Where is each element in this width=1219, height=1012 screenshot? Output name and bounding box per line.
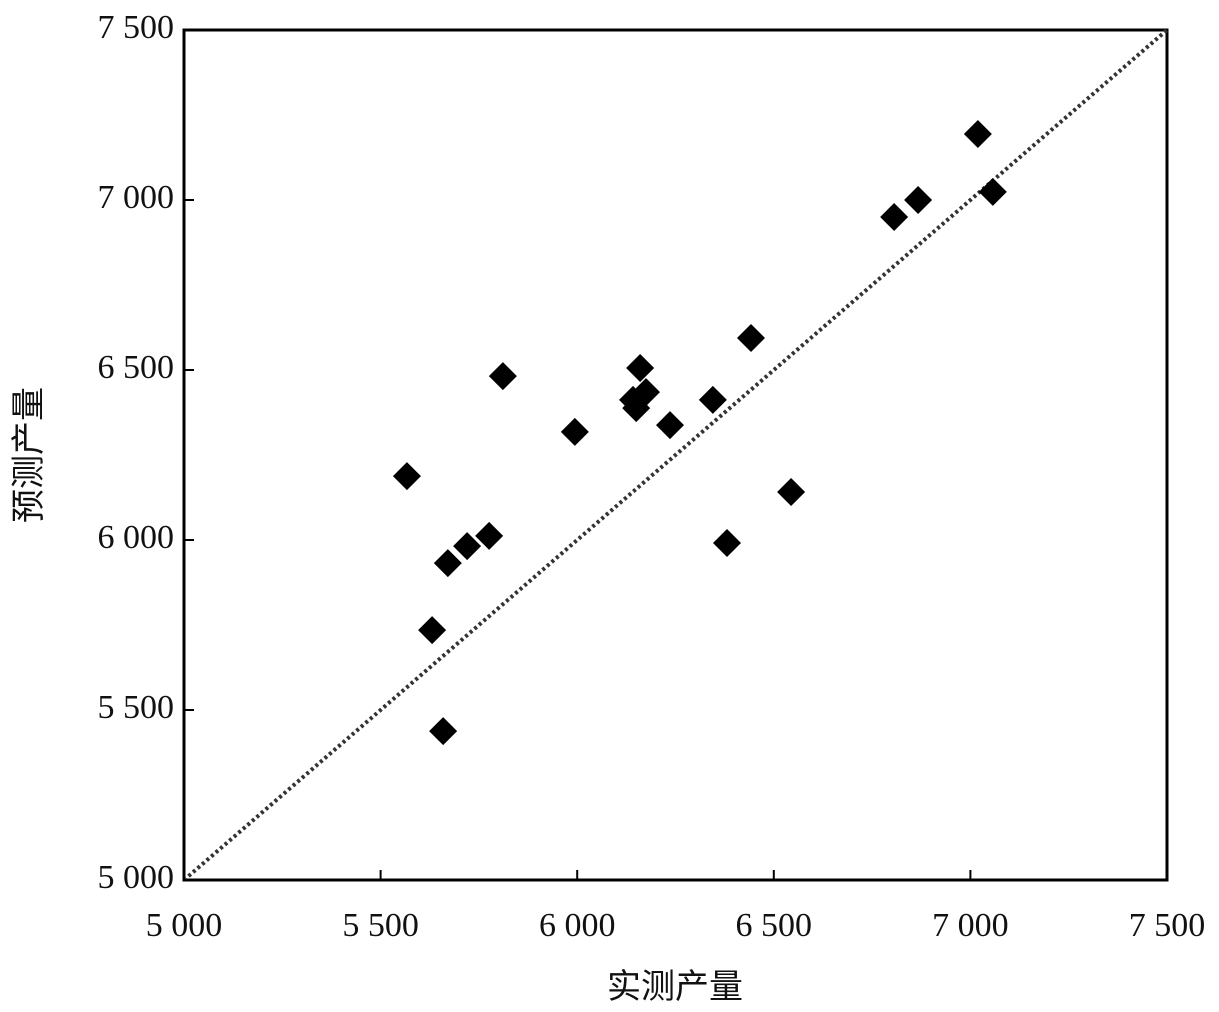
x-tick-label: 6 000 (539, 907, 616, 944)
point (453, 532, 482, 561)
point (429, 717, 458, 746)
x-tick-label: 5 000 (146, 907, 223, 944)
x-tick-label: 7 000 (932, 907, 1009, 944)
point (626, 353, 655, 382)
point (698, 385, 727, 414)
point (713, 529, 742, 558)
reference-line (182, 28, 1169, 882)
point (963, 120, 992, 149)
x-tick-label: 5 500 (342, 907, 419, 944)
y-tick-label: 7 000 (98, 179, 175, 216)
plot-frame (182, 28, 1169, 882)
x-tick-label: 7 500 (1129, 907, 1206, 944)
point (655, 411, 684, 440)
point (392, 462, 421, 491)
point (475, 521, 504, 550)
point (560, 417, 589, 446)
point (418, 616, 447, 645)
point (433, 549, 462, 578)
point (488, 362, 517, 391)
point (880, 203, 909, 231)
point (736, 324, 765, 353)
point (777, 478, 806, 507)
point (904, 186, 933, 214)
x-axis-label: 实测产量 (607, 968, 743, 1006)
y-tick-label: 6 000 (98, 519, 175, 556)
y-tick-label: 6 500 (98, 349, 175, 386)
y-tick-label: 7 500 (98, 9, 175, 46)
y-axis-label: 预测产量 (10, 387, 48, 523)
y-tick-label: 5 000 (98, 859, 175, 896)
point (978, 177, 1007, 206)
y-tick-label: 5 500 (98, 689, 175, 726)
point (632, 378, 661, 407)
x-tick-label: 6 500 (736, 907, 813, 944)
